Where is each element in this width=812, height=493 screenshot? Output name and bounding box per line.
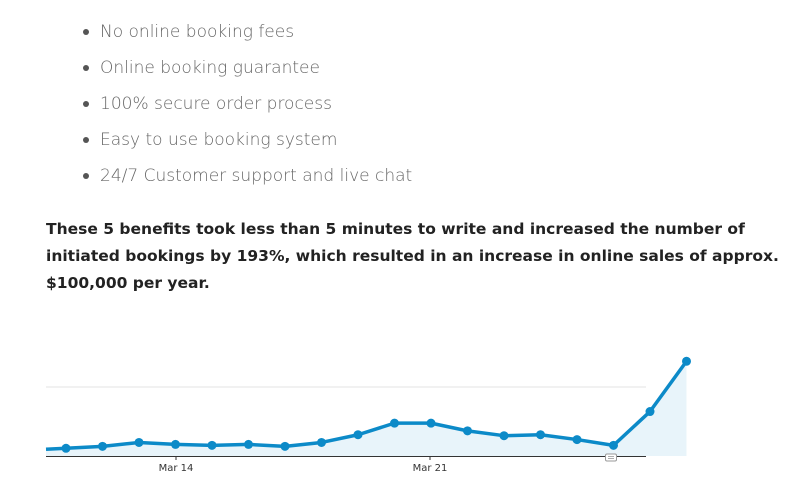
- benefit-item: 100% secure order process: [78, 90, 412, 126]
- comment-icon: [605, 453, 617, 462]
- data-point: [390, 418, 399, 428]
- benefit-item: Online booking guarantee: [78, 54, 412, 90]
- data-point: [98, 441, 107, 451]
- bullet-icon: [83, 101, 89, 107]
- bookings-chart: Mar 14 Mar 21: [0, 330, 812, 493]
- data-point: [682, 356, 691, 366]
- data-point: [244, 439, 253, 449]
- bullet-icon: [83, 137, 89, 143]
- data-point: [645, 407, 655, 417]
- benefit-item: Easy to use booking system: [78, 126, 412, 162]
- bookings-chart-svg: Mar 14 Mar 21: [45, 356, 691, 474]
- data-point: [499, 431, 509, 441]
- data-point: [280, 441, 290, 451]
- bullet-icon: [83, 29, 89, 35]
- benefit-text: Easy to use booking system: [100, 130, 338, 150]
- data-point: [536, 430, 545, 440]
- benefits-summary-paragraph: These 5 benefits took less than 5 minute…: [46, 220, 779, 292]
- benefit-item: No online booking fees: [78, 18, 412, 54]
- data-point: [572, 435, 582, 445]
- data-point: [426, 418, 436, 428]
- data-point: [134, 437, 144, 447]
- x-tick-label: Mar 14: [159, 463, 194, 474]
- benefit-text: Online booking guarantee: [100, 58, 320, 78]
- data-point: [61, 443, 71, 453]
- data-point: [207, 440, 217, 450]
- bullet-icon: [83, 173, 89, 179]
- benefit-text: 100% secure order process: [100, 94, 332, 114]
- bullet-icon: [83, 65, 89, 71]
- benefit-text: 24/7 Customer support and live chat: [100, 166, 413, 186]
- x-tick-label: Mar 21: [413, 463, 448, 474]
- data-point: [171, 439, 180, 449]
- data-point: [317, 437, 326, 447]
- benefit-text: No online booking fees: [100, 22, 295, 42]
- benefit-item: 24/7 Customer support and live chat: [78, 162, 412, 198]
- benefits-list: No online booking fees Online booking gu…: [78, 18, 412, 198]
- data-point: [353, 430, 363, 440]
- data-point: [609, 440, 618, 450]
- data-point: [463, 426, 472, 436]
